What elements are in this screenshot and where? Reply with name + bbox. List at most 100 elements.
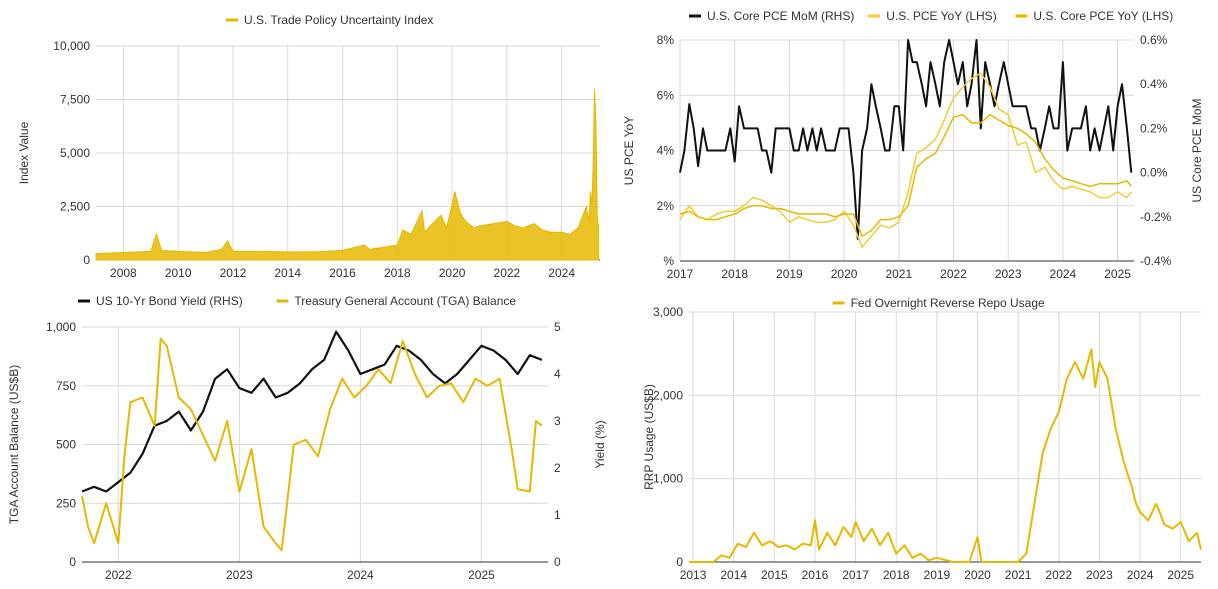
x-tick-label: 2008	[110, 266, 137, 280]
x-tick-label: 2023	[226, 568, 253, 582]
x-tick-label: 2024	[347, 568, 374, 582]
y2-tick-label: 2	[554, 461, 561, 475]
y-tick-label: 5,000	[60, 146, 90, 160]
legend-label: Fed Overnight Reverse Repo Usage	[851, 296, 1045, 310]
y-tick-label: 500	[56, 438, 76, 452]
series-line	[81, 337, 543, 552]
y-axis-title: TGA Account Balance (US$B)	[7, 365, 21, 524]
x-tick-label: 2021	[1005, 568, 1032, 582]
x-tick-label: 2023	[1086, 568, 1113, 582]
legend-swatch	[226, 18, 238, 22]
y-tick-label: 2,500	[60, 200, 90, 214]
y2-tick-label: 3	[554, 414, 561, 428]
y-tick-label: 4%	[657, 144, 675, 158]
legend-swatch	[1015, 14, 1028, 18]
y-tick-label: 10,000	[53, 39, 90, 53]
x-tick-label: 2015	[761, 568, 788, 582]
x-tick-label: 2024	[1050, 267, 1077, 281]
x-tick-label: 2012	[220, 266, 247, 280]
series-line	[679, 39, 1133, 240]
y2-tick-label: 0	[554, 555, 561, 569]
y-tick-label: 8%	[657, 33, 675, 47]
x-tick-label: 2016	[802, 568, 829, 582]
x-tick-label: 2025	[1167, 568, 1194, 582]
y2-tick-label: -0.2%	[1140, 210, 1172, 224]
legend-label: U.S. Core PCE YoY (LHS)	[1033, 9, 1173, 23]
legend-label: Treasury General Account (TGA) Balance	[294, 294, 516, 308]
y-tick-label: 7,500	[60, 93, 90, 107]
trade-policy-uncertainty-chart: 0 2,500 5,000 7,500 10,000 2008 2010 2012 2014 20…	[17, 13, 600, 280]
x-tick-label: 2024	[548, 266, 575, 280]
series-line	[689, 348, 1202, 563]
legend-label: US 10-Yr Bond Yield (RHS)	[96, 294, 243, 308]
legend-swatch	[78, 299, 90, 303]
y-tick-label: %	[663, 254, 674, 268]
reverse-repo-chart: 0 1,000 2,000 3,000 2013 2014 2015 2016 2017 2018…	[642, 296, 1202, 582]
x-tick-label: 2017	[667, 267, 694, 281]
y2-tick-label: 0.2%	[1140, 121, 1168, 135]
x-tick-label: 2014	[274, 266, 301, 280]
legend-label: U.S. Trade Policy Uncertainty Index	[244, 13, 433, 27]
y-tick-label: 0	[676, 555, 683, 569]
x-tick-label: 2024	[1127, 568, 1154, 582]
y-axis-title: RRP Usage (US$B)	[642, 384, 656, 490]
x-tick-label: 2013	[680, 568, 707, 582]
legend-swatch	[832, 301, 845, 305]
x-tick-label: 2020	[831, 267, 858, 281]
y-tick-label: 2%	[657, 199, 675, 213]
y-tick-label: 3,000	[653, 305, 683, 319]
x-tick-label: 2018	[384, 266, 411, 280]
x-tick-label: 2022	[494, 266, 521, 280]
y2-tick-label: 5	[554, 320, 561, 334]
y2-tick-label: 0.0%	[1140, 166, 1168, 180]
pce-inflation-chart: % 2% 4% 6% 8% -0.4% -0.2% 0.0% 0.2% 0.4% 0.6% 2017 2…	[622, 9, 1204, 281]
x-tick-label: 2022	[1045, 568, 1072, 582]
y-tick-label: 750	[56, 379, 76, 393]
y-tick-label: 6%	[657, 88, 675, 102]
x-tick-label: 2018	[721, 267, 748, 281]
x-tick-label: 2014	[720, 568, 747, 582]
y-axis-title: Index Value	[17, 121, 31, 184]
x-tick-label: 2020	[439, 266, 466, 280]
y-tick-label: 0	[69, 555, 76, 569]
x-tick-label: 2022	[940, 267, 967, 281]
series-line	[81, 330, 543, 493]
y-tick-label: 1,000	[46, 320, 76, 334]
y2-axis-title: Yield (%)	[593, 420, 607, 468]
x-tick-label: 2025	[468, 568, 495, 582]
legend-swatch	[689, 14, 701, 18]
legend-label: U.S. PCE YoY (LHS)	[886, 9, 997, 23]
y2-tick-label: 0.6%	[1140, 33, 1168, 47]
y-tick-label: 0	[83, 253, 90, 267]
y2-tick-label: 1	[554, 508, 561, 522]
x-tick-label: 2020	[964, 568, 991, 582]
x-tick-label: 2023	[995, 267, 1022, 281]
legend-swatch	[276, 299, 289, 303]
tga-balance-chart: 0 250 500 750 1,000 0 1 2 3 4 5 2022 2023 2024 2025 TGA…	[7, 294, 607, 582]
legend-item: U.S. Trade Policy Uncertainty Index	[226, 13, 433, 27]
series-line	[679, 113, 1132, 237]
series-line	[679, 72, 1132, 248]
legend-item: U.S. Core PCE YoY (LHS)	[1015, 9, 1173, 23]
legend-item: U.S. Core PCE MoM (RHS)	[689, 9, 854, 23]
legend-item: U.S. PCE YoY (LHS)	[868, 9, 997, 23]
legend-swatch	[868, 14, 881, 18]
x-tick-label: 2010	[165, 266, 192, 280]
y-tick-label: 1,000	[653, 472, 683, 486]
x-tick-label: 2019	[776, 267, 803, 281]
legend-label: U.S. Core PCE MoM (RHS)	[707, 9, 854, 23]
x-tick-label: 2022	[105, 568, 132, 582]
legend-item: US 10-Yr Bond Yield (RHS)	[78, 294, 243, 308]
y2-tick-label: 4	[554, 367, 561, 381]
x-tick-label: 2016	[329, 266, 356, 280]
x-tick-label: 2018	[883, 568, 910, 582]
y2-tick-label: 0.4%	[1140, 77, 1168, 91]
legend-item: Treasury General Account (TGA) Balance	[276, 294, 516, 308]
y-tick-label: 2,000	[653, 388, 683, 402]
series-area	[95, 88, 600, 261]
y2-tick-label: -0.4%	[1140, 254, 1172, 268]
y-axis-title: US PCE YoY	[622, 116, 636, 185]
x-tick-label: 2021	[885, 267, 912, 281]
x-tick-label: 2017	[842, 568, 869, 582]
y-tick-label: 250	[56, 496, 76, 510]
